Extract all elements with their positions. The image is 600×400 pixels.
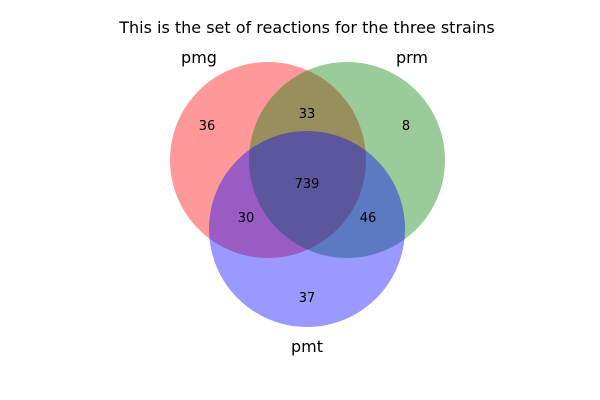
- set-circle-pmg: [170, 62, 366, 258]
- region-count-all-three: 739: [295, 177, 320, 192]
- set-circle-pmt: [209, 131, 405, 327]
- set-label-prm: prm: [396, 48, 428, 67]
- region-count-pmg-only: 36: [199, 119, 216, 134]
- region-count-pmg-prm: 33: [299, 107, 316, 122]
- region-count-pmg-pmt: 30: [238, 211, 255, 226]
- set-label-pmg: pmg: [181, 48, 217, 67]
- region-count-pmt-only: 37: [299, 291, 316, 306]
- set-label-pmt: pmt: [291, 337, 323, 356]
- region-count-prm-pmt: 46: [360, 211, 377, 226]
- set-circle-prm: [249, 62, 445, 258]
- diagram-title: This is the set of reactions for the thr…: [118, 18, 495, 37]
- region-count-prm-only: 8: [402, 119, 410, 134]
